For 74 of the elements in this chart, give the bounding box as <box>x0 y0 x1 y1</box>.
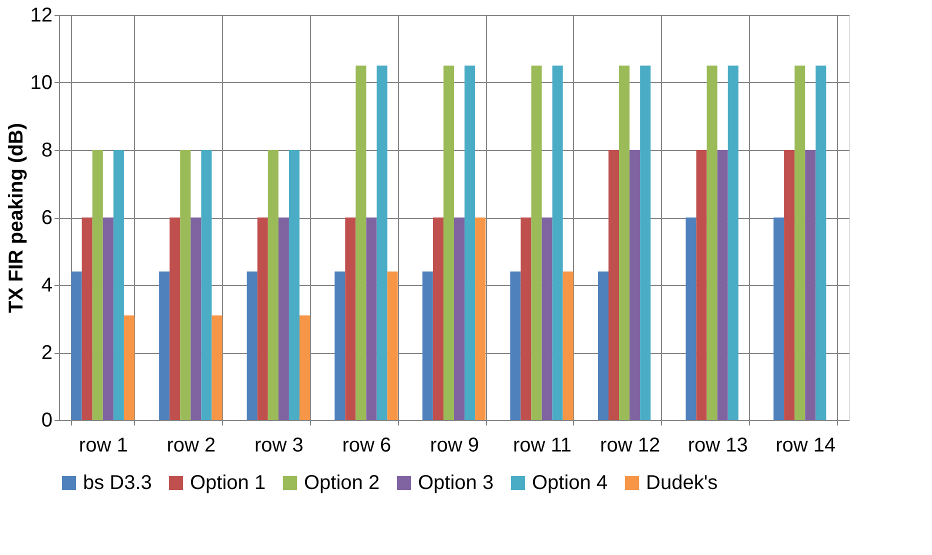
bar <box>531 66 542 420</box>
legend-label: Option 4 <box>532 472 608 494</box>
x-tick-label: row 11 <box>513 434 572 456</box>
bar <box>102 218 114 420</box>
legend-label: Option 2 <box>304 472 380 494</box>
legend-label: Option 3 <box>418 472 494 494</box>
bar <box>728 66 738 420</box>
y-tick-label: 8 <box>41 140 52 162</box>
legend-label: bs D3.3 <box>83 472 152 494</box>
bar <box>159 272 170 420</box>
bar <box>640 66 651 420</box>
bar <box>356 66 366 420</box>
y-axis-title: TX FIR peaking (dB) <box>5 123 28 313</box>
bar <box>201 150 212 420</box>
x-tick-label: row 3 <box>254 434 304 456</box>
bar <box>170 218 180 420</box>
bar <box>520 218 532 420</box>
bar <box>552 66 563 420</box>
bar <box>246 272 258 420</box>
x-tick-label: row 12 <box>600 434 660 456</box>
x-tick-label: row 1 <box>78 434 128 456</box>
bar <box>608 150 620 420</box>
bar <box>345 218 356 420</box>
y-tick-label: 12 <box>30 4 52 26</box>
bar <box>71 272 82 420</box>
bar <box>387 272 398 420</box>
bar <box>542 218 552 420</box>
x-tick-label: row 13 <box>688 434 748 456</box>
bar <box>257 218 268 420</box>
bar <box>510 272 521 420</box>
bar <box>300 315 310 420</box>
bar <box>619 66 630 420</box>
bar <box>278 218 289 420</box>
bar <box>717 150 728 420</box>
bar <box>366 218 377 420</box>
bar <box>706 66 718 420</box>
bar <box>475 218 486 420</box>
bar <box>82 218 92 420</box>
y-tick-label: 2 <box>41 342 52 364</box>
bar <box>422 272 433 420</box>
y-tick-label: 0 <box>41 410 52 432</box>
y-tick-label: 6 <box>41 207 52 229</box>
bar <box>805 150 816 420</box>
bar <box>816 66 826 420</box>
bar <box>686 218 696 420</box>
bar <box>92 150 103 420</box>
bar <box>288 150 300 420</box>
bar <box>443 66 454 420</box>
bar <box>212 315 222 420</box>
bar <box>113 150 124 420</box>
bar <box>784 150 795 420</box>
y-tick-label: 4 <box>41 274 52 296</box>
x-tick-label: row 6 <box>342 434 392 456</box>
bar <box>124 315 134 420</box>
y-tick-label: 10 <box>30 72 52 94</box>
x-tick-label: row 2 <box>166 434 216 456</box>
bar <box>454 218 465 420</box>
bar <box>432 218 444 420</box>
bar <box>190 218 202 420</box>
bar <box>630 150 640 420</box>
legend-label: Dudek's <box>646 472 718 494</box>
legend-label: Option 1 <box>190 472 266 494</box>
x-tick-label: row 9 <box>430 434 479 456</box>
bar <box>696 150 707 420</box>
x-tick-label: row 14 <box>776 434 836 456</box>
bar <box>464 66 476 420</box>
bar <box>268 150 278 420</box>
bar <box>562 272 574 420</box>
bar <box>598 272 608 420</box>
bar <box>774 218 784 420</box>
bar <box>794 66 806 420</box>
bar <box>180 150 191 420</box>
bar <box>376 66 388 420</box>
bar <box>334 272 346 420</box>
